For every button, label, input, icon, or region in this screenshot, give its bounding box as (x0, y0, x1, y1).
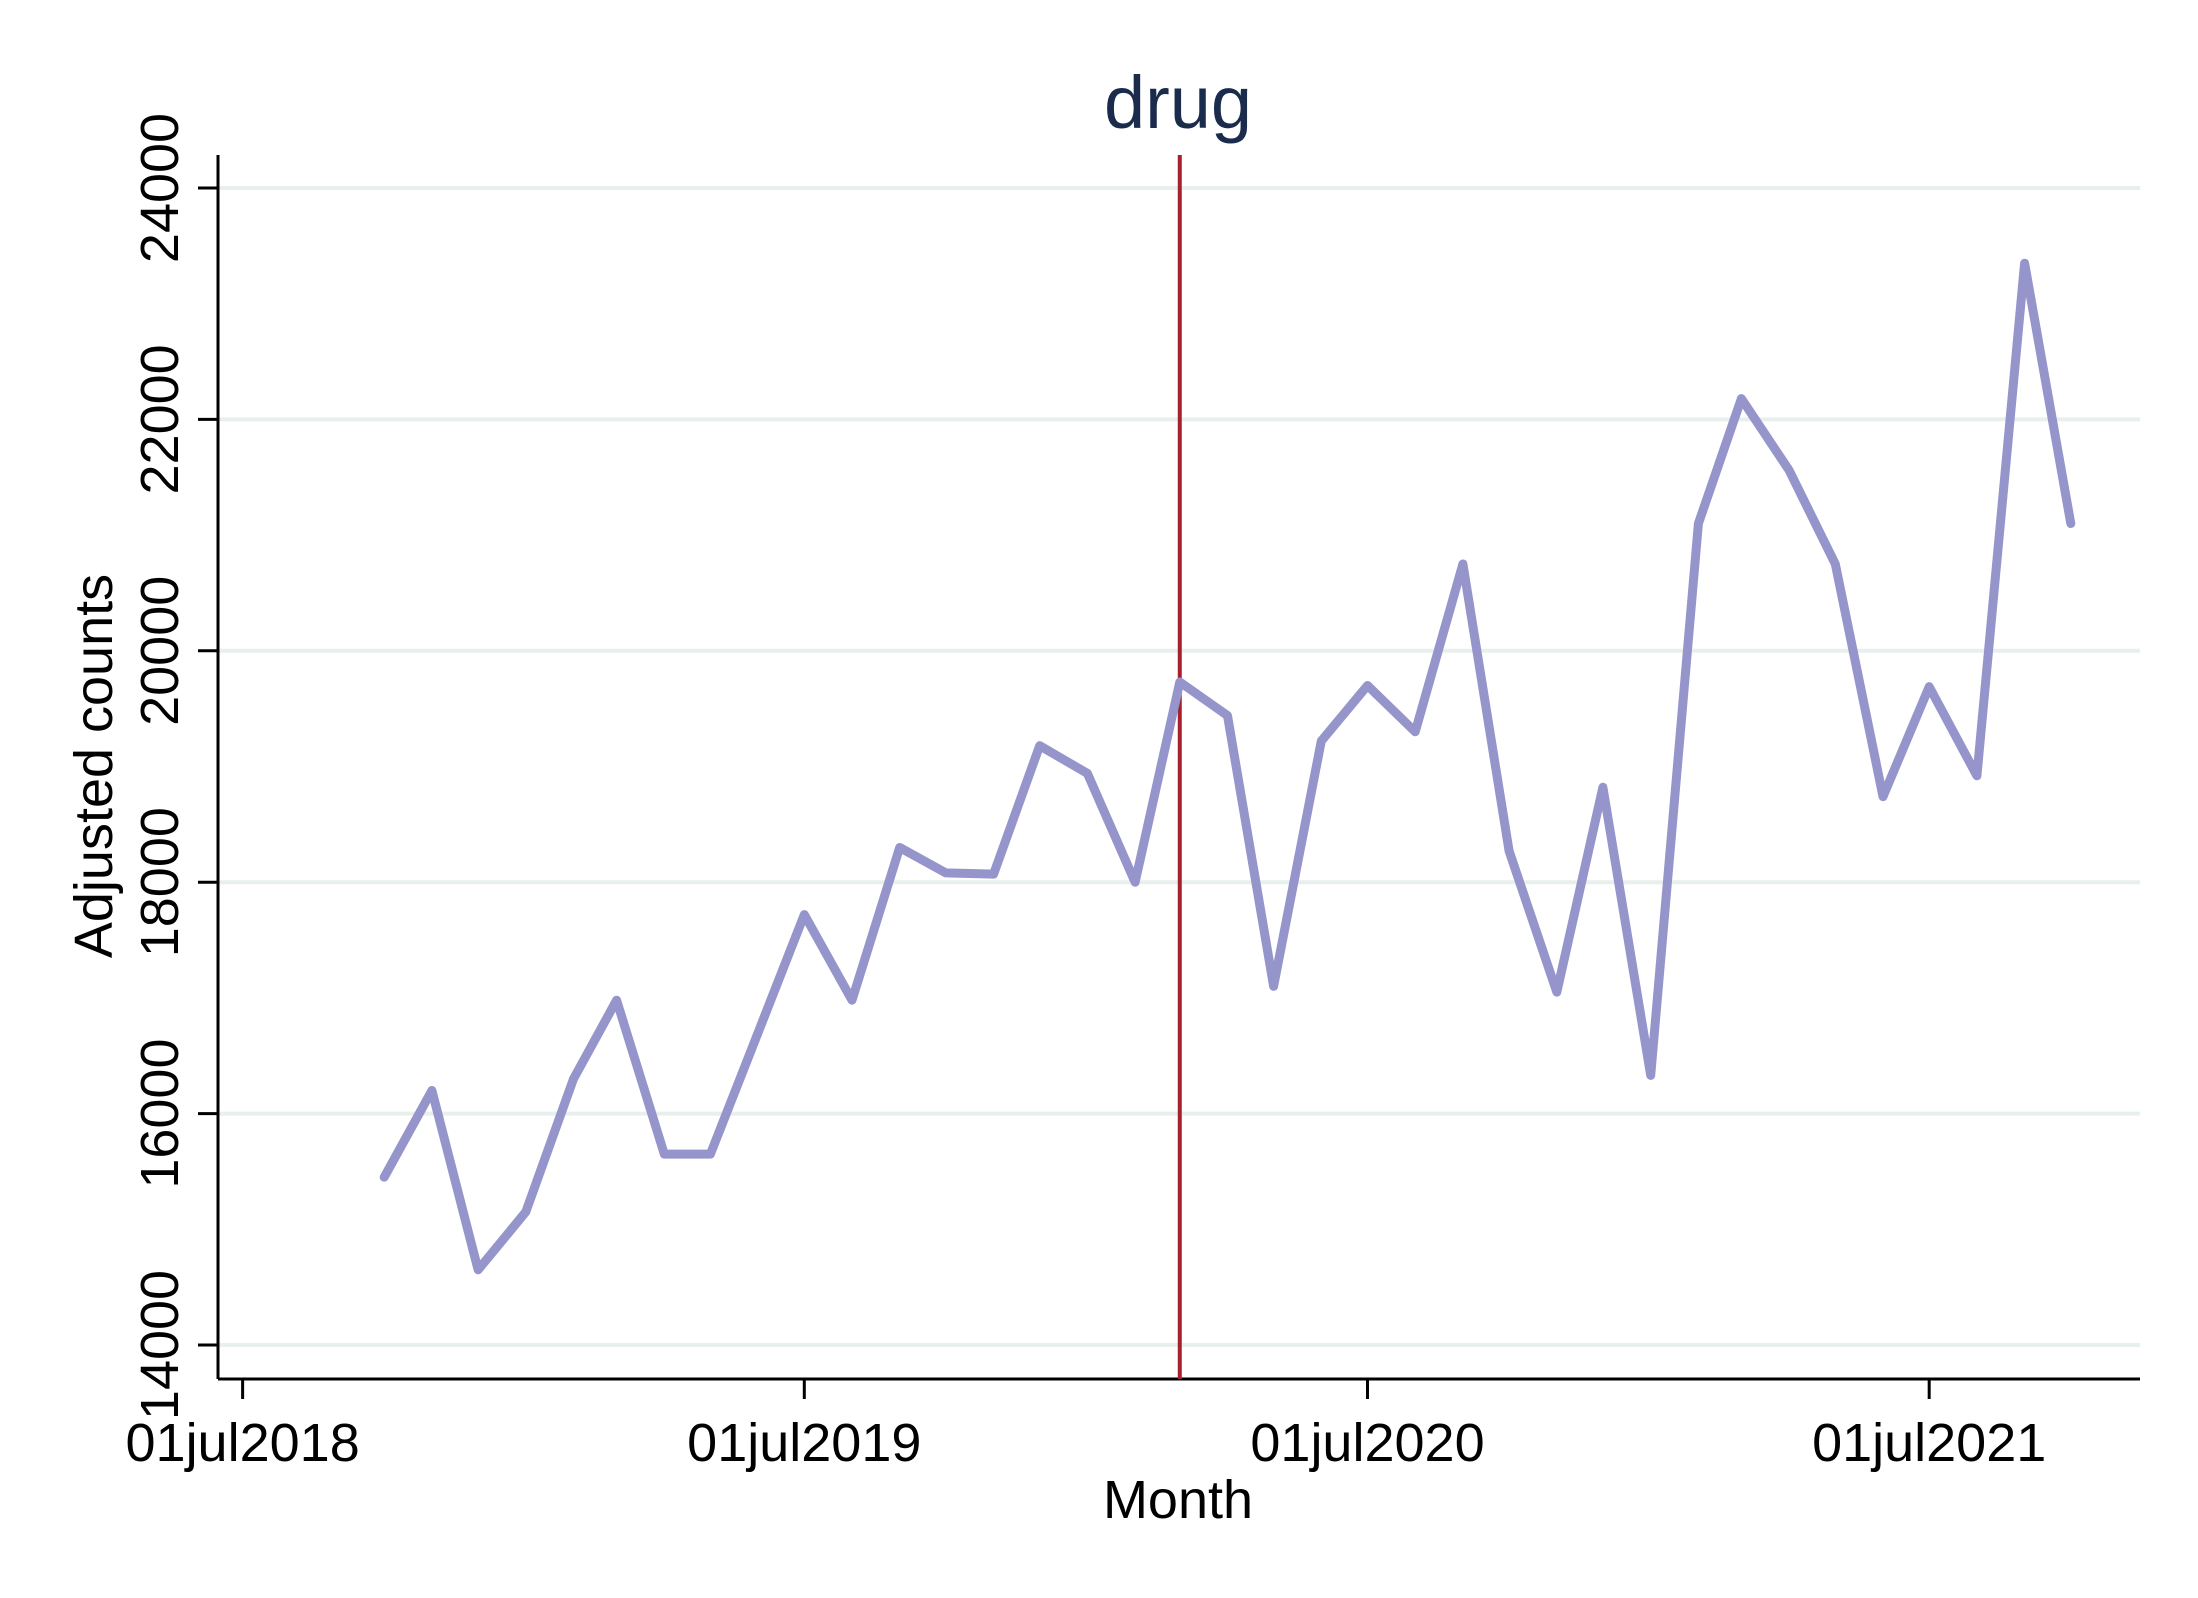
y-axis-label: Adjusted counts (64, 574, 124, 958)
x-ticks: 01jul2018 01jul2019 01jul2020 01jul2021 (126, 1379, 2046, 1473)
x-tick-label: 01jul2019 (687, 1413, 921, 1473)
y-tick-label: 22000 (130, 344, 190, 494)
series-line (379, 258, 2076, 1275)
y-tick-label: 16000 (130, 1039, 190, 1189)
series-group (379, 258, 2076, 1275)
y-tick-label: 24000 (130, 113, 190, 263)
x-tick-label: 01jul2018 (126, 1413, 360, 1473)
chart-title: drug (1104, 61, 1252, 144)
y-tick-label: 20000 (130, 576, 190, 726)
y-tick-label: 18000 (130, 807, 190, 957)
x-tick-label: 01jul2021 (1812, 1413, 2046, 1473)
y-ticks: 14000 16000 18000 20000 22000 24000 (130, 113, 218, 1420)
x-axis-label: Month (1103, 1470, 1253, 1530)
y-tick-label: 14000 (130, 1270, 190, 1420)
x-tick-label: 01jul2020 (1250, 1413, 1484, 1473)
